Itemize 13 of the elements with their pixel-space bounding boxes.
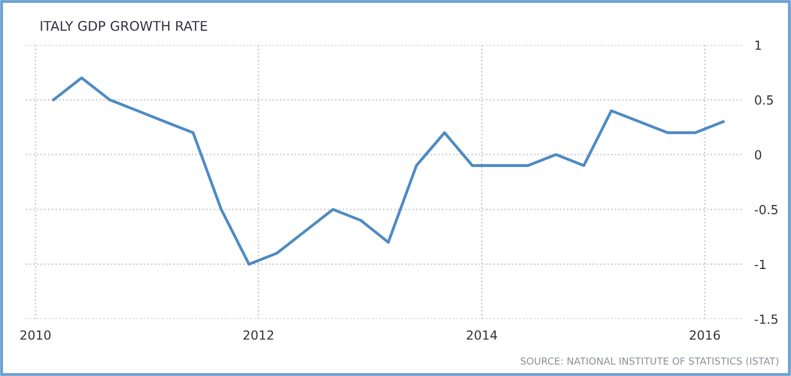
y-tick-label: -1.5	[754, 314, 778, 324]
y-tick-label: 1	[755, 40, 761, 50]
x-tick-label: 2010	[20, 330, 51, 340]
x-tick-label: 2014	[466, 330, 498, 340]
y-tick-label: -0.5	[754, 204, 778, 214]
y-tick-label: 0	[754, 150, 762, 160]
x-tick-label: 2012	[243, 330, 274, 340]
chart-title: ITALY GDP GROWTH RATE	[40, 20, 208, 31]
x-tick-label: 2016	[690, 330, 720, 340]
y-tick-label: 0.5	[754, 95, 773, 105]
source-note: SOURCE: NATIONAL INSTITUTE OF STATISTICS (ISTAT)	[520, 357, 778, 366]
y-tick-label: -1	[754, 260, 766, 269]
line-series	[52, 76, 725, 266]
